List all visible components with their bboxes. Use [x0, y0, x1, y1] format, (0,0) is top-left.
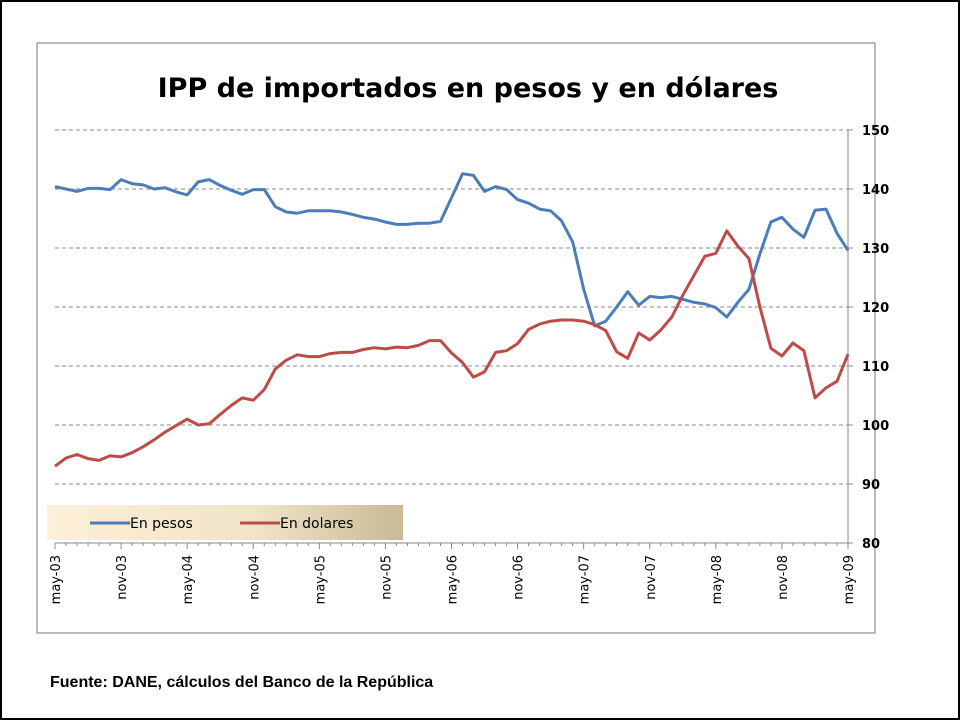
- x-tick-label: may-06: [446, 555, 461, 604]
- y-tick-label: 80: [862, 537, 880, 552]
- x-tick-label: may-05: [313, 555, 328, 604]
- series-line: [54, 229, 850, 468]
- x-tick-label: nov-03: [115, 555, 130, 600]
- chart-title: IPP de importados en pesos y en dólares: [158, 73, 779, 104]
- legend-label: En pesos: [130, 516, 193, 532]
- y-tick-label: 140: [862, 183, 889, 198]
- x-tick-label: nov-08: [776, 555, 791, 600]
- x-tick-label: nov-04: [247, 555, 262, 600]
- x-tick-label: may-03: [49, 555, 64, 604]
- x-tick-label: nov-07: [644, 555, 659, 600]
- x-tick-label: may-08: [710, 555, 725, 604]
- y-tick-label: 130: [862, 242, 889, 257]
- x-tick-label: may-04: [181, 555, 196, 604]
- legend-label: En dolares: [280, 516, 353, 532]
- y-tick-label: 100: [862, 419, 889, 434]
- y-tick-label: 120: [862, 301, 889, 316]
- x-tick-label: nov-06: [512, 555, 527, 600]
- x-tick-label: may-09: [842, 555, 857, 604]
- x-tick-label: nov-05: [379, 555, 394, 600]
- y-tick-label: 110: [862, 360, 889, 375]
- source-note: Fuente: DANE, cálculos del Banco de la R…: [50, 674, 433, 691]
- y-tick-label: 90: [862, 478, 880, 493]
- y-tick-label: 150: [862, 124, 889, 139]
- x-tick-label: may-07: [578, 555, 593, 604]
- series-line: [54, 172, 850, 328]
